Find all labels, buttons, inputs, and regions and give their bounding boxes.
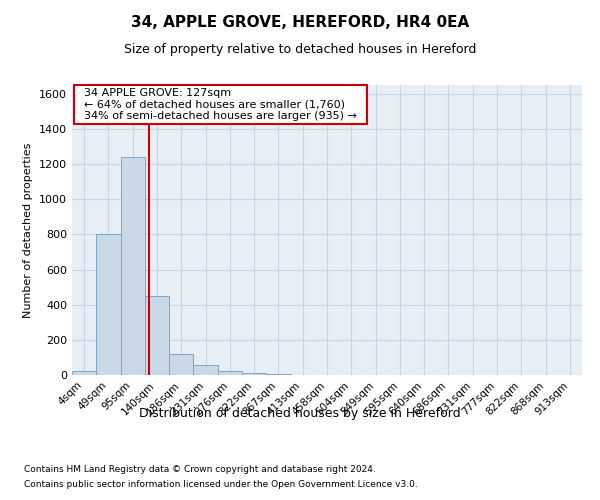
Text: 34 APPLE GROVE: 127sqm  
  ← 64% of detached houses are smaller (1,760)  
  34% : 34 APPLE GROVE: 127sqm ← 64% of detached… bbox=[77, 88, 364, 121]
Text: Size of property relative to detached houses in Hereford: Size of property relative to detached ho… bbox=[124, 42, 476, 56]
Bar bbox=[266, 374, 290, 375]
Text: Contains public sector information licensed under the Open Government Licence v3: Contains public sector information licen… bbox=[24, 480, 418, 489]
Bar bbox=[218, 372, 242, 375]
Text: Contains HM Land Registry data © Crown copyright and database right 2024.: Contains HM Land Registry data © Crown c… bbox=[24, 465, 376, 474]
Bar bbox=[169, 354, 193, 375]
Bar bbox=[72, 372, 96, 375]
Bar bbox=[121, 157, 145, 375]
Bar bbox=[193, 366, 218, 375]
Text: 34, APPLE GROVE, HEREFORD, HR4 0EA: 34, APPLE GROVE, HEREFORD, HR4 0EA bbox=[131, 15, 469, 30]
Text: Distribution of detached houses by size in Hereford: Distribution of detached houses by size … bbox=[139, 408, 461, 420]
Y-axis label: Number of detached properties: Number of detached properties bbox=[23, 142, 34, 318]
Bar bbox=[242, 373, 266, 375]
Bar bbox=[145, 296, 169, 375]
Bar bbox=[96, 234, 121, 375]
